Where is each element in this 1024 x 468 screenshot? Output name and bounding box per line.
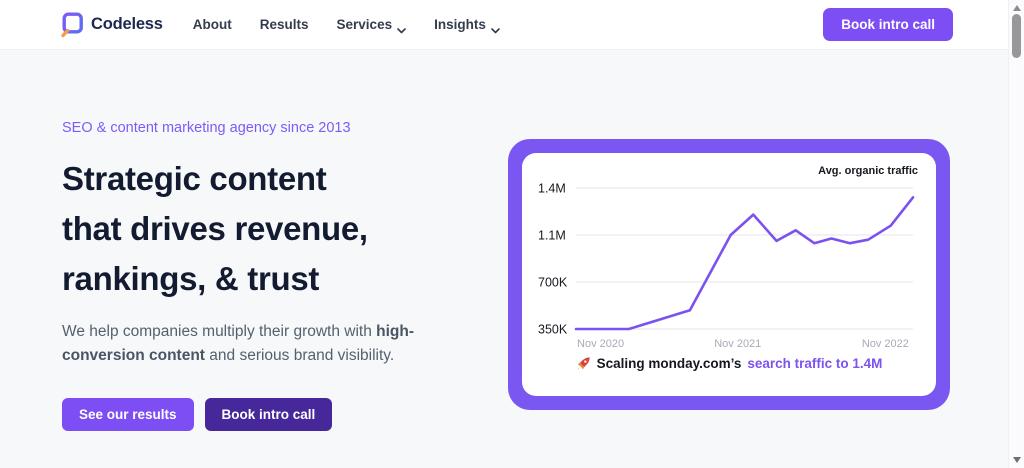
heading-line-3: rankings, & trust [62,260,320,297]
page-title: Strategic content that drives revenue, r… [62,154,508,304]
heading-line-2: that drives revenue, [62,210,368,247]
caption-purple-text: search traffic to 1.4M [747,356,883,371]
main-nav: About Results Services Insights [192,17,500,33]
chart-caption: Scaling monday.com’s search traffic to 1… [538,356,920,371]
svg-text:700K: 700K [538,276,568,290]
chart-legend-label: Avg. organic traffic [818,165,918,177]
svg-text:1.1M: 1.1M [538,229,566,243]
traffic-chart-card: Avg. organic traffic 1.4M 1.1M 700K 350K Nov… [508,139,950,410]
book-intro-call-hero-button[interactable]: Book intro call [204,398,333,431]
svg-text:1.4M: 1.4M [538,182,566,196]
book-intro-call-header-button[interactable]: Book intro call [823,8,953,41]
nav-item-services[interactable]: Services [337,17,407,33]
logo[interactable]: Codeless [60,12,163,38]
svg-text:350K: 350K [538,323,568,337]
paragraph-pre: We help companies multiply their growth … [62,323,377,340]
see-our-results-button[interactable]: See our results [62,398,194,431]
heading-line-1: Strategic content [62,160,327,197]
nav-item-results[interactable]: Results [259,17,309,32]
paragraph-bold: high-conversion content [62,323,415,364]
scrollbar[interactable] [1008,0,1024,468]
nav-item-insights[interactable]: Insights [434,17,500,33]
hero-cta-row: See our results Book intro call [62,398,508,431]
scrollbar-down-arrow-icon[interactable] [1013,457,1021,463]
paragraph-post: and serious brand visibility. [204,347,395,364]
chevron-down-icon [491,22,500,33]
nav-item-about[interactable]: About [192,17,232,32]
scrollbar-thumb[interactable] [1012,14,1021,58]
svg-text:Nov 2020: Nov 2020 [577,338,624,350]
caption-dark-text: Scaling monday.com’s [596,356,742,371]
codeless-logo-icon [60,12,84,38]
hero-copy: SEO & content marketing agency since 201… [62,120,508,431]
traffic-line-chart: 1.4M 1.1M 700K 350K Nov 2020 Nov 2021 Nov 2022 [538,182,915,350]
scrollbar-up-arrow-icon[interactable] [1013,5,1021,11]
svg-text:Nov 2022: Nov 2022 [862,338,909,350]
rocket-icon [576,356,591,371]
traffic-chart-inner: Avg. organic traffic 1.4M 1.1M 700K 350K Nov… [522,153,936,396]
hero-eyebrow: SEO & content marketing agency since 201… [62,120,351,136]
svg-text:Nov 2021: Nov 2021 [714,338,761,350]
hero-section: SEO & content marketing agency since 201… [0,50,1024,431]
hero-paragraph: We help companies multiply their growth … [62,320,434,368]
brand-wordmark: Codeless [91,15,163,33]
chevron-down-icon [397,22,406,33]
site-header: Codeless About Results Services Insights… [0,0,1024,50]
